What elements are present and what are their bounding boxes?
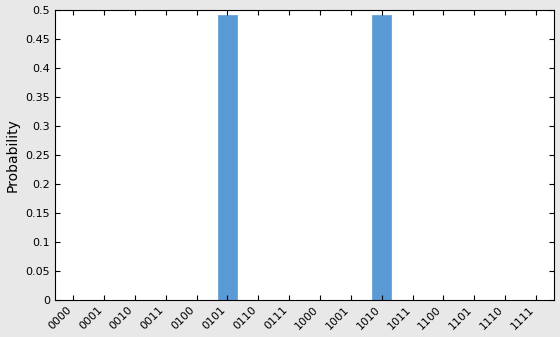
Y-axis label: Probability: Probability [6,118,20,192]
Bar [372,16,391,300]
Bar [218,16,237,300]
